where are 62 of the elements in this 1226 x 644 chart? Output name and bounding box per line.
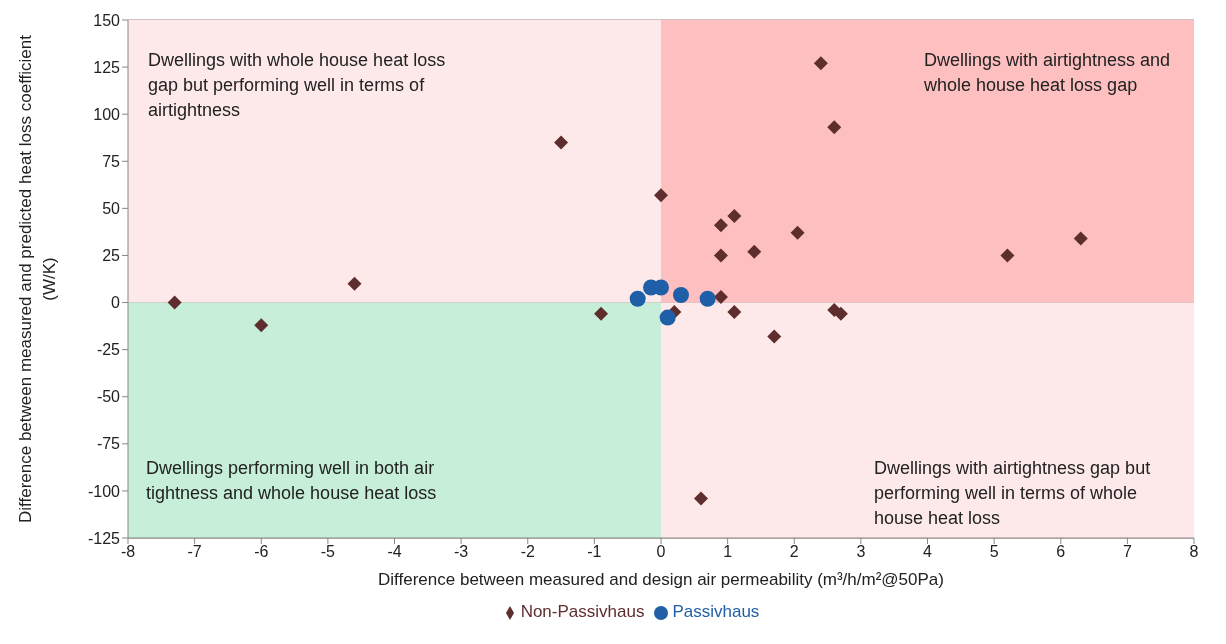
point: [713, 248, 728, 263]
x-axis-title: Difference between measured and design air permeability (m³/h/m²@50Pa): [377, 570, 945, 590]
point: [713, 289, 728, 304]
point: [654, 188, 668, 203]
y-tick-label: 50: [102, 200, 121, 218]
point: [167, 295, 182, 310]
x-tick-label: 6: [1056, 543, 1066, 561]
point: [693, 491, 708, 506]
x-tick-label: -2: [520, 543, 535, 561]
x-tick-label: 7: [1122, 543, 1132, 561]
point: [672, 287, 689, 304]
y-tick-label: 25: [102, 247, 121, 265]
point: [254, 318, 269, 333]
y-tick-label: -50: [96, 388, 121, 406]
point: [833, 306, 848, 321]
y-tick-label: -75: [96, 435, 121, 453]
point: [1073, 231, 1088, 246]
point: [699, 290, 716, 307]
x-tick-label: -1: [587, 543, 602, 561]
point: [790, 225, 805, 240]
y-tick-label: -125: [87, 529, 121, 547]
annotation: Dwellings with whole house heat loss gap but performing well in terms of airtightness: [148, 49, 447, 122]
x-tick-label: -5: [320, 543, 336, 561]
x-tick-label: 0: [656, 543, 666, 561]
annotation: Dwellings performing well in both air tightness and whole house heat loss: [146, 457, 438, 505]
annotation: Dwellings with airtightness and whole house heat loss gap: [924, 49, 1172, 97]
y-tick-label: -25: [96, 341, 121, 359]
x-tick-label: -6: [254, 543, 269, 561]
point: [813, 56, 828, 71]
x-tick-label: -8: [120, 543, 136, 561]
point: [554, 135, 569, 150]
point: [629, 290, 646, 307]
x-tick-label: -7: [187, 543, 202, 561]
y-tick-label: 75: [102, 152, 121, 170]
y-tick-label: 150: [93, 11, 121, 29]
point: [347, 276, 362, 291]
x-tick-label: -3: [454, 543, 469, 561]
point: [653, 279, 669, 296]
x-tick-label: 1: [723, 543, 733, 561]
y-axis-title: Difference between measured and predicted heat loss coefficient (W/K): [15, 34, 60, 525]
x-tick-label: 4: [923, 543, 933, 561]
x-tick-label: 8: [1189, 543, 1199, 561]
point: [767, 329, 782, 344]
x-tick-label: 3: [856, 543, 866, 561]
y-tick-label: -100: [87, 482, 121, 500]
point: [594, 306, 609, 321]
point: [827, 120, 842, 135]
point: [727, 304, 742, 319]
y-tick-label: 125: [93, 58, 121, 76]
y-tick-label: 0: [111, 294, 121, 312]
annotation: Dwellings with airtightness gap but performing well in terms of whole house heat loss: [874, 457, 1152, 530]
legend-label: Non-Passivhaus: [520, 602, 645, 621]
point: [713, 218, 728, 233]
x-tick-label: -4: [387, 543, 402, 561]
y-tick-label: 100: [93, 105, 121, 123]
x-tick-label: 5: [989, 543, 999, 561]
point: [1000, 248, 1015, 263]
legend-label: Passivhaus: [672, 602, 760, 621]
point: [747, 244, 762, 259]
x-tick-label: 2: [789, 543, 799, 561]
point: [727, 208, 742, 223]
point: [659, 309, 676, 326]
